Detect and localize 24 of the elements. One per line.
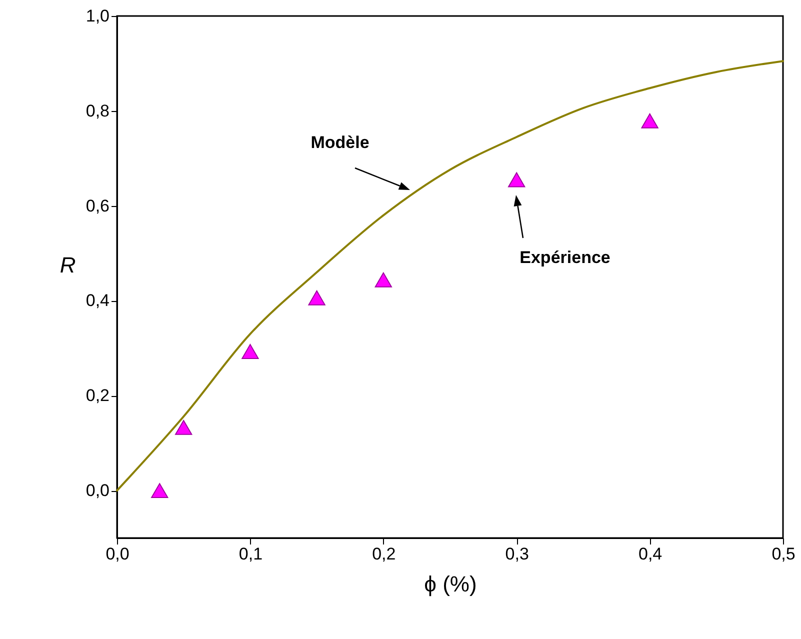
annotation: Expérience [520,248,610,267]
point [508,172,526,188]
line-series [116,60,784,492]
x-tick-label: 0,4 [638,544,662,564]
x-tick-label: 0,3 [505,544,529,564]
y-tick-label: 0,2 [86,386,110,406]
x-tick-label: 0,2 [372,544,396,564]
point [175,420,192,435]
annotation: Modèle [310,133,370,152]
y-tick-label: 0,8 [86,101,110,120]
x-tick-label: 0,1 [238,544,263,564]
x-tick-label: 0,5 [772,544,796,564]
point [374,272,392,288]
x-tick-label: 0,0 [106,544,130,564]
y-tick-label: 1,0 [86,6,110,26]
point [641,113,658,128]
point [151,483,168,498]
point [308,290,326,306]
y-axis-title: R [60,252,76,278]
y-tick-label: 0,6 [86,196,110,216]
y-tick-label: 0,4 [86,291,110,310]
y-tick-label: 0,0 [86,481,110,500]
x-axis-title: ϕ (%) [424,572,477,596]
point [242,344,259,359]
